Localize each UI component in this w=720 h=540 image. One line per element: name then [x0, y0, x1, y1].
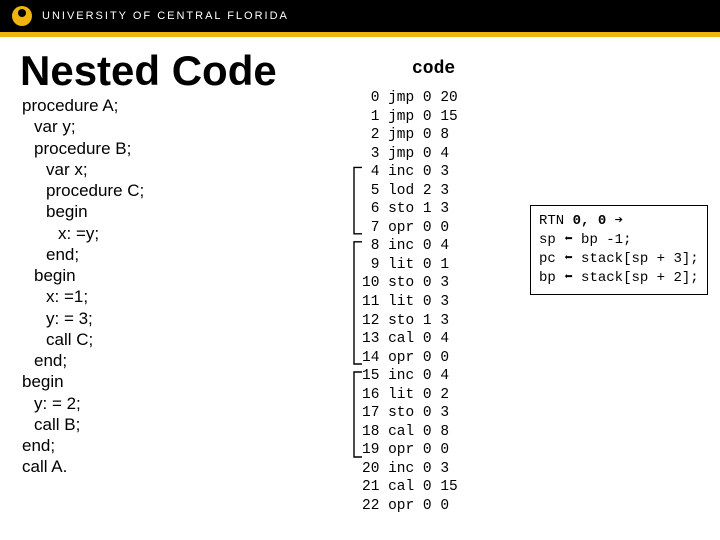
table-row: 22 opr 0 0 [362, 497, 458, 516]
table-row: 4 inc 0 3 [362, 163, 458, 182]
source-line: begin [22, 371, 144, 392]
table-row: 6 sto 1 3 [362, 200, 458, 219]
table-row: 1 jmp 0 15 [362, 108, 458, 127]
ucf-logo-icon [12, 6, 32, 26]
table-row: 8 inc 0 4 [362, 237, 458, 256]
source-line: end; [34, 350, 144, 371]
source-line: var y; [34, 116, 144, 137]
slide-content: Nested Code code procedure A;var y;proce… [0, 37, 720, 113]
table-row: 5 lod 2 3 [362, 182, 458, 201]
source-line: call A. [22, 456, 144, 477]
table-row: 14 opr 0 0 [362, 349, 458, 368]
note-line-1: RTN 0, 0 ➔ [539, 212, 699, 231]
table-row: 15 inc 0 4 [362, 367, 458, 386]
table-row: 17 sto 0 3 [362, 404, 458, 423]
source-line: x: =y; [58, 223, 144, 244]
table-row: 9 lit 0 1 [362, 256, 458, 275]
source-line: call B; [34, 414, 144, 435]
arrow-left-icon: ⬅ [564, 231, 572, 250]
source-line: var x; [46, 159, 144, 180]
header-bar: UNIVERSITY OF CENTRAL FLORIDA [0, 0, 720, 32]
table-row: 19 opr 0 0 [362, 441, 458, 460]
source-line: x: =1; [46, 286, 144, 307]
table-row: 11 lit 0 3 [362, 293, 458, 312]
arrow-right-icon: ➔ [615, 212, 623, 231]
source-line: call C; [46, 329, 144, 350]
rtn-note-box: RTN 0, 0 ➔ sp ⬅ bp -1; pc ⬅ stack[sp + 3… [530, 205, 708, 295]
source-line: procedure C; [46, 180, 144, 201]
note-line-4: bp ⬅ stack[sp + 2]; [539, 269, 699, 288]
note-line-2: sp ⬅ bp -1; [539, 231, 699, 250]
source-code-column: procedure A;var y;procedure B;var x;proc… [22, 95, 144, 478]
table-row: 13 cal 0 4 [362, 330, 458, 349]
instruction-table: 0 jmp 0 20 1 jmp 0 15 2 jmp 0 8 3 jmp 0 … [362, 89, 458, 516]
source-line: y: = 2; [34, 393, 144, 414]
table-row: 3 jmp 0 4 [362, 145, 458, 164]
source-line: procedure B; [34, 138, 144, 159]
source-line: y: = 3; [46, 308, 144, 329]
table-row: 18 cal 0 8 [362, 423, 458, 442]
note-line-3: pc ⬅ stack[sp + 3]; [539, 250, 699, 269]
table-row: 7 opr 0 0 [362, 219, 458, 238]
source-line: procedure A; [22, 95, 144, 116]
arrow-left-icon: ⬅ [564, 269, 572, 288]
table-row: 21 cal 0 15 [362, 478, 458, 497]
source-line: begin [46, 201, 144, 222]
slide-title: Nested Code [20, 47, 700, 95]
source-line: end; [22, 435, 144, 456]
table-row: 12 sto 1 3 [362, 312, 458, 331]
table-row: 20 inc 0 3 [362, 460, 458, 479]
source-line: begin [34, 265, 144, 286]
arrow-left-icon: ⬅ [564, 250, 572, 269]
code-heading: code [412, 59, 455, 79]
table-row: 2 jmp 0 8 [362, 126, 458, 145]
university-name: UNIVERSITY OF CENTRAL FLORIDA [42, 10, 289, 22]
table-row: 0 jmp 0 20 [362, 89, 458, 108]
table-row: 10 sto 0 3 [362, 274, 458, 293]
source-line: end; [46, 244, 144, 265]
table-row: 16 lit 0 2 [362, 386, 458, 405]
